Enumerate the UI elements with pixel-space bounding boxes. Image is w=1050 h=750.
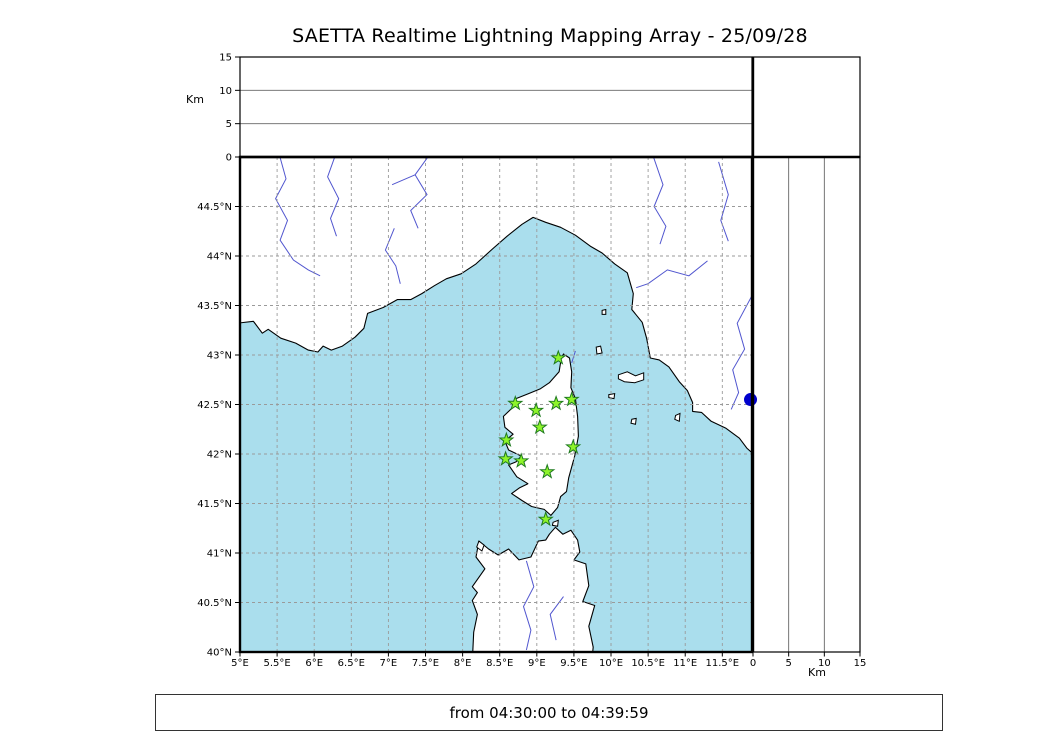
- station-star: [565, 438, 582, 454]
- station-star: [513, 452, 530, 468]
- lon-tick-label: 8°E: [454, 658, 472, 669]
- lon-tick-label: 11°E: [673, 658, 697, 669]
- lightning-event-dot: [744, 393, 758, 407]
- river: [718, 161, 729, 242]
- alt-tick-label-top: 10: [219, 86, 232, 97]
- alt-tick-label-right: 10: [818, 658, 831, 669]
- station-star: [507, 394, 524, 411]
- right-panel-border: [752, 156, 861, 653]
- altitude-axis-label-top: Km: [186, 93, 204, 106]
- time-window-text: from 04:30:00 to 04:39:59: [449, 703, 649, 722]
- lat-tick-label: 42.5°N: [197, 400, 232, 411]
- station-star: [527, 401, 545, 418]
- lon-tick-label: 9.5°E: [560, 658, 587, 669]
- lat-tick-label: 44.5°N: [197, 202, 232, 213]
- lon-tick-label: 11.5°E: [706, 658, 740, 669]
- top-panel-border: [239, 56, 753, 158]
- river: [410, 157, 429, 229]
- landmass-corsica: [502, 353, 579, 516]
- lat-tick-label: 40.5°N: [197, 598, 232, 609]
- lon-tick-label: 8.5°E: [486, 658, 513, 669]
- lat-tick-label: 44°N: [207, 252, 232, 263]
- station-star: [547, 394, 565, 411]
- time-window-box: from 04:30:00 to 04:39:59: [155, 694, 943, 731]
- lat-tick-label: 42°N: [207, 450, 232, 461]
- alt-tick-label-top: 15: [219, 53, 232, 64]
- island: [674, 412, 681, 423]
- lat-tick-label: 40°N: [207, 648, 232, 659]
- lat-tick-label: 43.5°N: [197, 301, 232, 312]
- landmass-mainland: [240, 157, 752, 454]
- lon-tick-label: 10°E: [599, 658, 623, 669]
- station-star: [563, 391, 580, 407]
- river: [384, 228, 401, 284]
- island: [608, 392, 616, 400]
- station-star: [539, 463, 556, 479]
- island: [630, 417, 637, 425]
- island: [551, 519, 559, 527]
- alt-tick-label-top: 5: [226, 119, 232, 130]
- lon-tick-label: 10.5°E: [631, 658, 665, 669]
- river: [730, 295, 752, 410]
- lon-tick-label: 6°E: [305, 658, 323, 669]
- river: [391, 174, 416, 186]
- alt-tick-label-right: 5: [785, 658, 791, 669]
- altitude-axis-label-right: Km: [808, 666, 826, 679]
- landmass-sardinia: [471, 526, 596, 652]
- lon-tick-label: 7.5°E: [412, 658, 439, 669]
- alt-tick-label-right: 15: [854, 658, 867, 669]
- corner-panel-border: [752, 56, 861, 158]
- lon-tick-label: 7°E: [380, 658, 398, 669]
- station-star: [550, 349, 567, 365]
- lon-tick-label: 5°E: [231, 658, 249, 669]
- island: [601, 308, 607, 315]
- island: [595, 345, 603, 355]
- page-title: SAETTA Realtime Lightning Mapping Array …: [292, 25, 808, 47]
- river: [636, 260, 708, 289]
- station-star: [498, 431, 515, 448]
- station-star: [497, 450, 514, 466]
- lon-tick-label: 6.5°E: [338, 658, 365, 669]
- map-layers: [240, 157, 752, 652]
- river: [275, 157, 321, 277]
- lat-tick-label: 41°N: [207, 549, 232, 560]
- lon-tick-label: 5.5°E: [263, 658, 290, 669]
- island: [617, 371, 645, 384]
- alt-tick-label-top: 0: [226, 153, 232, 164]
- river: [327, 157, 340, 237]
- island: [476, 540, 485, 552]
- station-star: [537, 510, 554, 527]
- lat-tick-label: 41.5°N: [197, 499, 232, 510]
- station-star: [531, 418, 548, 435]
- lat-tick-label: 43°N: [207, 351, 232, 362]
- alt-tick-label-right: 0: [750, 658, 756, 669]
- lon-tick-label: 9°E: [528, 658, 546, 669]
- river: [522, 560, 535, 651]
